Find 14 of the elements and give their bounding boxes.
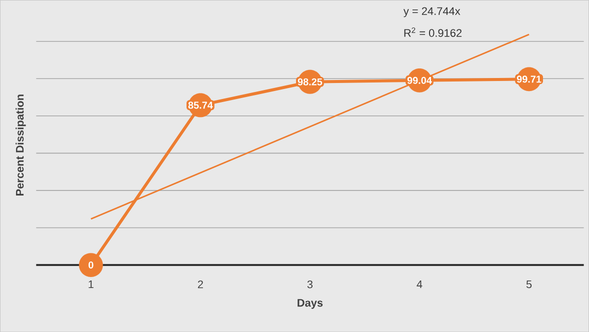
data-label: 98.25 xyxy=(298,78,322,86)
y-axis-title: Percent Dissipation xyxy=(16,94,26,196)
data-label: 99.04 xyxy=(407,76,432,84)
x-tick-label: 4 xyxy=(416,280,422,288)
text: y = 24.744x xyxy=(403,7,460,18)
x-tick-label: 1 xyxy=(88,280,94,288)
data-label: 85.74 xyxy=(188,102,213,109)
data-label: 0 xyxy=(88,261,94,268)
x-tick-label: 5 xyxy=(526,280,532,288)
data-label: 99.71 xyxy=(516,76,542,83)
annotation: R$^{2}$ = 0.9162 xyxy=(404,27,462,37)
x-axis-title: Days xyxy=(298,298,323,309)
x-tick-label: 2 xyxy=(198,280,203,288)
x-tick-label: 3 xyxy=(307,280,313,288)
